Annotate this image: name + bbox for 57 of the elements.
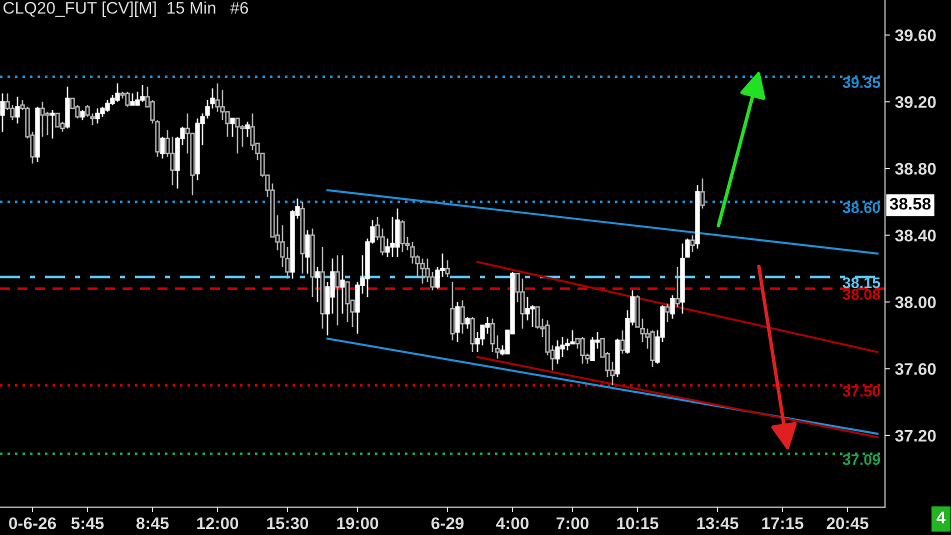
x-tick-label: 13:45 <box>697 517 738 530</box>
candlestick <box>315 266 320 303</box>
candlestick <box>305 230 310 274</box>
candlestick <box>50 109 55 140</box>
ref-line-label: 37.09 <box>842 454 880 466</box>
x-tick-label: 10:15 <box>617 517 658 530</box>
candlestick <box>445 260 450 278</box>
x-tick-label: 8:45 <box>136 517 169 530</box>
candlestick <box>205 99 210 120</box>
candlestick <box>245 121 250 138</box>
candlestick <box>460 300 465 334</box>
candlestick <box>685 238 690 258</box>
ref-line-label: 38.08 <box>842 289 880 300</box>
candlestick <box>0 92 5 132</box>
candlestick <box>210 88 215 110</box>
chart-title: CLQ20_FUT [CV][M] 15 Min #6 <box>4 2 248 18</box>
x-tick-label: 4:00 <box>496 517 528 530</box>
x-tick-label: 17:15 <box>762 518 804 530</box>
x-tick-label: 7:00 <box>556 517 588 530</box>
candlestick <box>665 302 670 323</box>
ref-line-label: 38.60 <box>842 202 880 214</box>
x-tick-label: 19:00 <box>337 517 378 530</box>
candlestick <box>160 136 165 160</box>
x-tick-label: 15:30 <box>267 517 308 530</box>
candlestick <box>335 254 340 326</box>
text: 38.58 <box>890 198 931 210</box>
x-tick-label: 6-29 <box>431 517 464 530</box>
candlestick <box>285 246 290 280</box>
candlestick <box>490 318 495 353</box>
x-tick-label: 5:45 <box>71 518 104 530</box>
x-tick-label: 20:45 <box>826 517 868 530</box>
candlestick <box>690 234 695 253</box>
y-tick-label: 38.80 <box>895 162 936 175</box>
y-tick-label: 38.40 <box>895 230 936 242</box>
y-tick-label: 37.60 <box>895 363 936 375</box>
y-tick-label: 39.60 <box>895 29 936 42</box>
y-tick-label: 39.20 <box>895 96 936 108</box>
candlestick <box>80 109 85 121</box>
candlestick <box>465 316 470 330</box>
ref-line-label: 37.50 <box>842 386 880 397</box>
candlestick <box>620 330 625 354</box>
candlestick <box>675 266 680 308</box>
candlestick <box>495 334 500 360</box>
candlestick <box>230 118 235 138</box>
candlestick <box>85 104 90 118</box>
x-tick-label: 0-6-26 <box>9 517 56 530</box>
x-tick-label: 12:00 <box>197 517 238 530</box>
candlestick <box>670 294 675 320</box>
ref-line-label: 39.35 <box>842 77 880 88</box>
ref-line-label: 38.15 <box>842 277 880 288</box>
candlestick <box>340 254 345 314</box>
candlestick <box>90 112 95 126</box>
y-tick-label: 37.20 <box>895 430 936 442</box>
text: 4 <box>936 512 946 524</box>
candlestick <box>15 96 20 124</box>
candlestick <box>700 178 705 210</box>
y-tick-label: 38.00 <box>895 296 936 308</box>
